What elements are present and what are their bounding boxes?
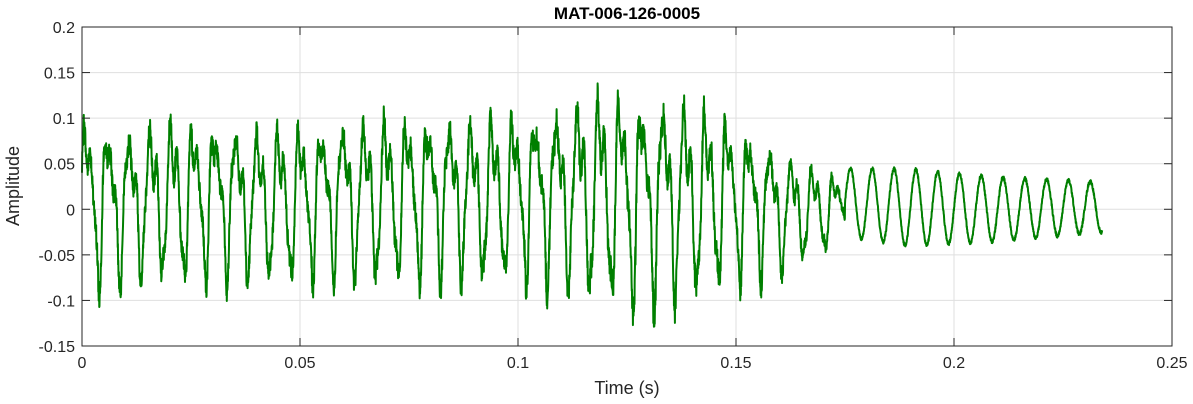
y-tick-label: -0.1 — [47, 293, 75, 310]
x-tick-label: 0.2 — [943, 355, 965, 372]
tick-marks — [81, 26, 1173, 347]
y-tick-labels: -0.15 -0.1 -0.05 0 0.05 0.1 0.15 0.2 — [39, 20, 76, 356]
amplitude-series-line — [81, 82, 1104, 328]
x-tick-label: 0.25 — [1156, 355, 1187, 372]
x-axis-label: Time (s) — [594, 378, 659, 398]
y-tick-label: 0.1 — [53, 111, 75, 128]
series-group — [81, 82, 1104, 328]
chart-title: MAT-006-126-0005 — [554, 4, 700, 23]
y-axis-label: Amplitude — [3, 146, 23, 226]
x-tick-labels: 0 0.05 0.1 0.15 0.2 0.25 — [78, 355, 1188, 372]
axes-box — [81, 26, 1173, 347]
x-tick-label: 0 — [78, 355, 87, 372]
y-tick-label: 0 — [66, 202, 75, 219]
x-tick-label: 0.05 — [284, 355, 315, 372]
y-tick-label: -0.05 — [39, 248, 76, 265]
x-tick-label: 0.15 — [720, 355, 751, 372]
y-tick-label: 0.2 — [53, 20, 75, 37]
y-tick-label: -0.15 — [39, 339, 76, 356]
y-tick-label: 0.15 — [44, 66, 75, 83]
y-tick-label: 0.05 — [44, 157, 75, 174]
x-tick-label: 0.1 — [507, 355, 529, 372]
